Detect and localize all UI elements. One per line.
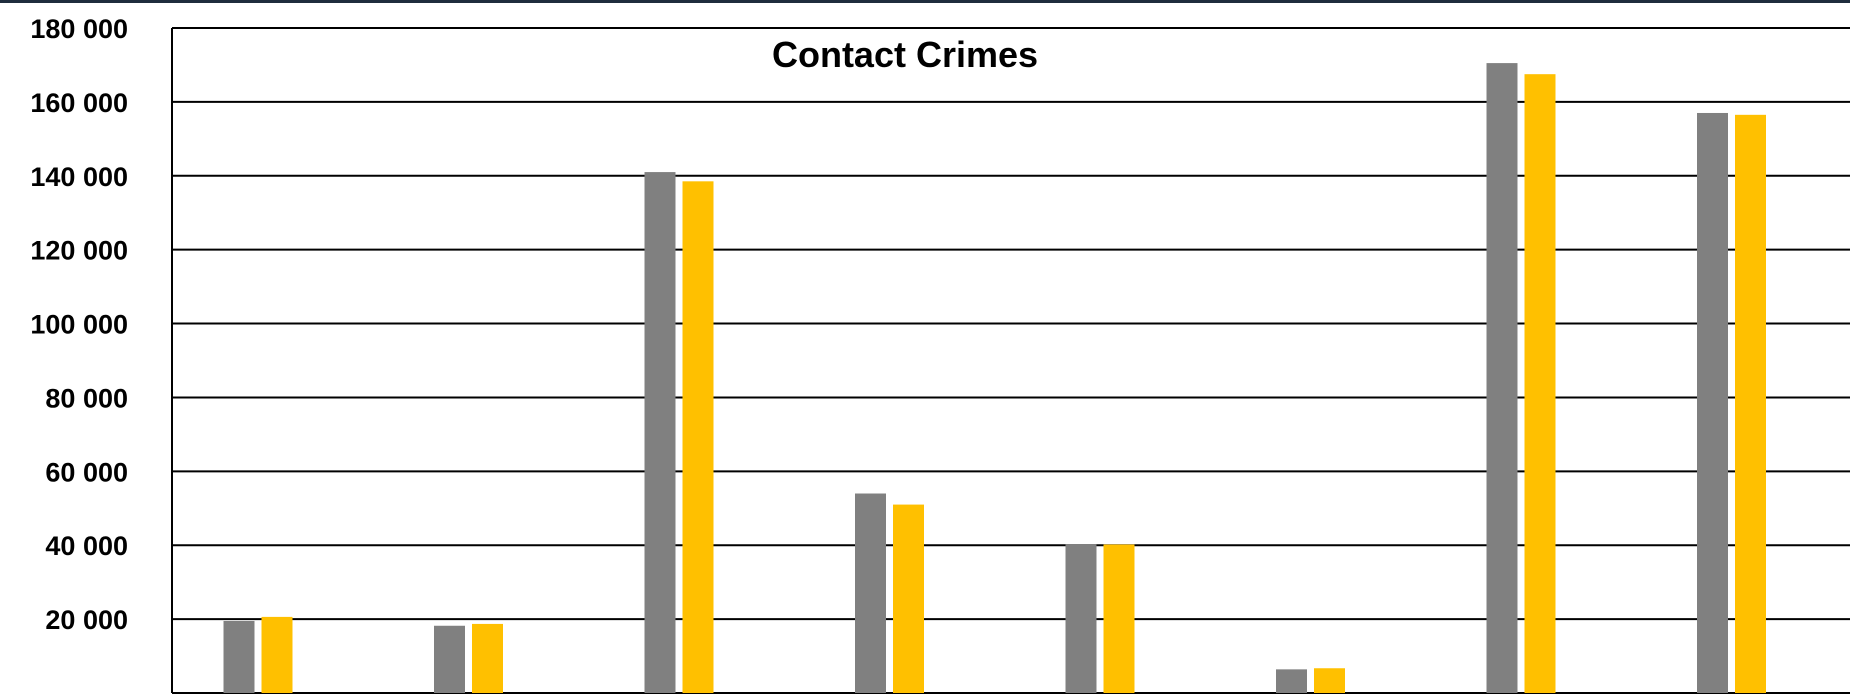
bar-series-1 <box>1486 63 1518 693</box>
y-axis: - 20 000 40 000 60 000 80 000 100 000 120 000 1… <box>30 14 173 694</box>
bar-series-1 <box>1697 112 1728 693</box>
y-tick-label: 180 000 <box>30 14 128 44</box>
bar-series-2 <box>682 181 714 693</box>
bar-series-2 <box>1735 114 1766 693</box>
y-tick-label: 160 000 <box>30 88 128 118</box>
bar-series-2 <box>261 616 293 693</box>
bar-series-1 <box>223 620 255 693</box>
bar-series-1 <box>855 493 886 693</box>
y-tick-label: 60 000 <box>45 457 128 487</box>
y-tick-label: 100 000 <box>30 310 128 340</box>
bar-chart: - 20 000 40 000 60 000 80 000 100 000 120 000 1… <box>30 14 1850 694</box>
chart-title: Contact Crimes <box>772 34 1038 75</box>
bar-series-2 <box>893 504 924 693</box>
bar-series-1 <box>644 172 676 694</box>
y-tick-label: 40 000 <box>45 531 128 561</box>
gridlines <box>172 27 1850 694</box>
y-tick-label: - <box>119 679 128 694</box>
bar-series-2 <box>1103 544 1135 693</box>
y-tick-label: 140 000 <box>30 162 128 192</box>
bar-series-1 <box>1065 544 1097 693</box>
bar-series-1 <box>434 625 465 693</box>
y-tick-label: 120 000 <box>30 236 128 266</box>
y-tick-label: 80 000 <box>45 383 128 413</box>
bar-series-2 <box>472 623 503 693</box>
bars <box>223 63 1766 694</box>
bar-series-1 <box>1276 669 1307 693</box>
bar-series-2 <box>1524 74 1556 694</box>
bar-series-2 <box>1314 668 1345 693</box>
y-tick-label: 20 000 <box>45 605 128 635</box>
